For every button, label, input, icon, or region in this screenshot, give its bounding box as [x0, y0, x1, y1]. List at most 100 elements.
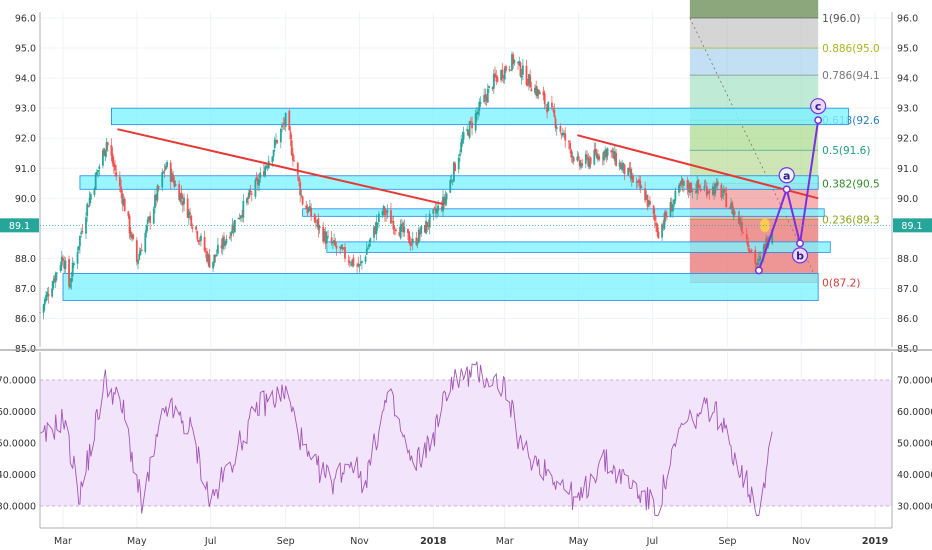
candle-body [129, 231, 132, 238]
candle-body [756, 262, 759, 265]
candle-body [578, 159, 581, 166]
candle-body [681, 178, 684, 185]
candle-body [293, 160, 296, 162]
candle-body [340, 245, 343, 250]
price-tick-label-right: 92.0 [897, 134, 918, 145]
candle-body [471, 122, 473, 129]
candle-body [409, 241, 412, 246]
candle-body [423, 225, 426, 233]
candle-body [739, 224, 742, 225]
candle-body [605, 149, 608, 158]
candle-body [369, 238, 372, 242]
candle-body [399, 224, 402, 239]
candle-body [392, 221, 395, 230]
candle-body [564, 133, 567, 141]
candle-body [127, 211, 130, 217]
candle-body [93, 188, 96, 195]
price-tick-label-left: 93.0 [15, 104, 36, 115]
fib-level-label: 0.236(89.3 [822, 214, 880, 226]
candle-body [552, 109, 555, 111]
candle-body [110, 145, 113, 156]
last-price-badge-left [0, 218, 39, 233]
candle-body [580, 162, 582, 168]
candle-body [213, 254, 216, 263]
candle-body [468, 121, 471, 138]
candle-body [391, 221, 394, 223]
candle-body [181, 201, 184, 206]
candle-body [80, 232, 83, 235]
candle-body [94, 173, 97, 191]
candle-body [716, 181, 719, 186]
price-tick-label-right: 95.0 [897, 44, 918, 55]
candle-body [155, 194, 158, 201]
candle-body [653, 214, 656, 221]
candle-body [385, 213, 388, 215]
candle-body [81, 231, 84, 233]
candle-body [204, 251, 207, 252]
candle-body [352, 257, 355, 266]
candle-body [233, 220, 236, 233]
candle-body [686, 180, 689, 189]
candle-body [467, 130, 470, 137]
wave-path [757, 120, 820, 271]
candle-body [628, 167, 631, 170]
candle-body [601, 157, 604, 159]
candle-body [87, 205, 90, 208]
candle-body [486, 88, 489, 103]
candle-body [348, 261, 351, 264]
candlestick-series [39, 51, 774, 320]
candle-body [425, 220, 427, 234]
time-tick-label: Mar [496, 536, 514, 547]
candle-body [520, 75, 523, 78]
price-axis: 96.0 96.0 95.0 95.0 94.0 94.0 93.0 93.0 92.0 92.0… [0, 12, 932, 355]
rsi-grid [40, 352, 892, 528]
candle-body [703, 186, 706, 189]
wave-label-a: a [783, 169, 790, 182]
candle-body [382, 205, 385, 211]
candle-body [618, 162, 621, 167]
candle-body [115, 172, 118, 177]
candle-body [567, 141, 570, 143]
candle-body [300, 194, 303, 196]
candle-body [154, 194, 156, 209]
candle-body [512, 54, 515, 64]
fib-zone [689, 18, 819, 49]
candle-body [670, 203, 673, 212]
candle-body [432, 208, 435, 214]
candle-body [478, 101, 481, 111]
candle-body [517, 61, 519, 64]
candle-body [604, 150, 607, 154]
candle-body [598, 156, 601, 160]
candle-body [730, 203, 732, 208]
candle-body [526, 83, 529, 86]
candle-body [690, 183, 693, 193]
price-tick-label-left: 87.0 [15, 284, 36, 295]
wave-label-badge [778, 167, 795, 184]
candle-body [576, 156, 579, 161]
candle-body [186, 198, 189, 218]
candle-body [215, 254, 218, 256]
candle-body [508, 69, 511, 70]
candle-body [140, 249, 143, 251]
candle-body [279, 129, 282, 143]
candle-body [555, 127, 558, 129]
candle-body [250, 193, 253, 195]
candle-body [393, 227, 396, 229]
candle-body [451, 180, 454, 182]
candle-body [492, 73, 495, 89]
candle-body [47, 293, 50, 297]
candle-body [662, 226, 665, 227]
time-tick-label: 2018 [420, 536, 447, 547]
candle-body [98, 166, 101, 169]
candle-body [610, 150, 613, 153]
candle-body [333, 239, 335, 243]
candle-body [104, 149, 107, 157]
candle-body [715, 182, 718, 187]
candle-body [356, 264, 358, 266]
candle-body [229, 236, 231, 239]
candle-body [415, 237, 418, 245]
candle-body [494, 73, 496, 78]
candle-body [281, 125, 283, 128]
candle-body [339, 246, 342, 248]
fib-level-label: 0.382(90.5 [822, 178, 880, 190]
